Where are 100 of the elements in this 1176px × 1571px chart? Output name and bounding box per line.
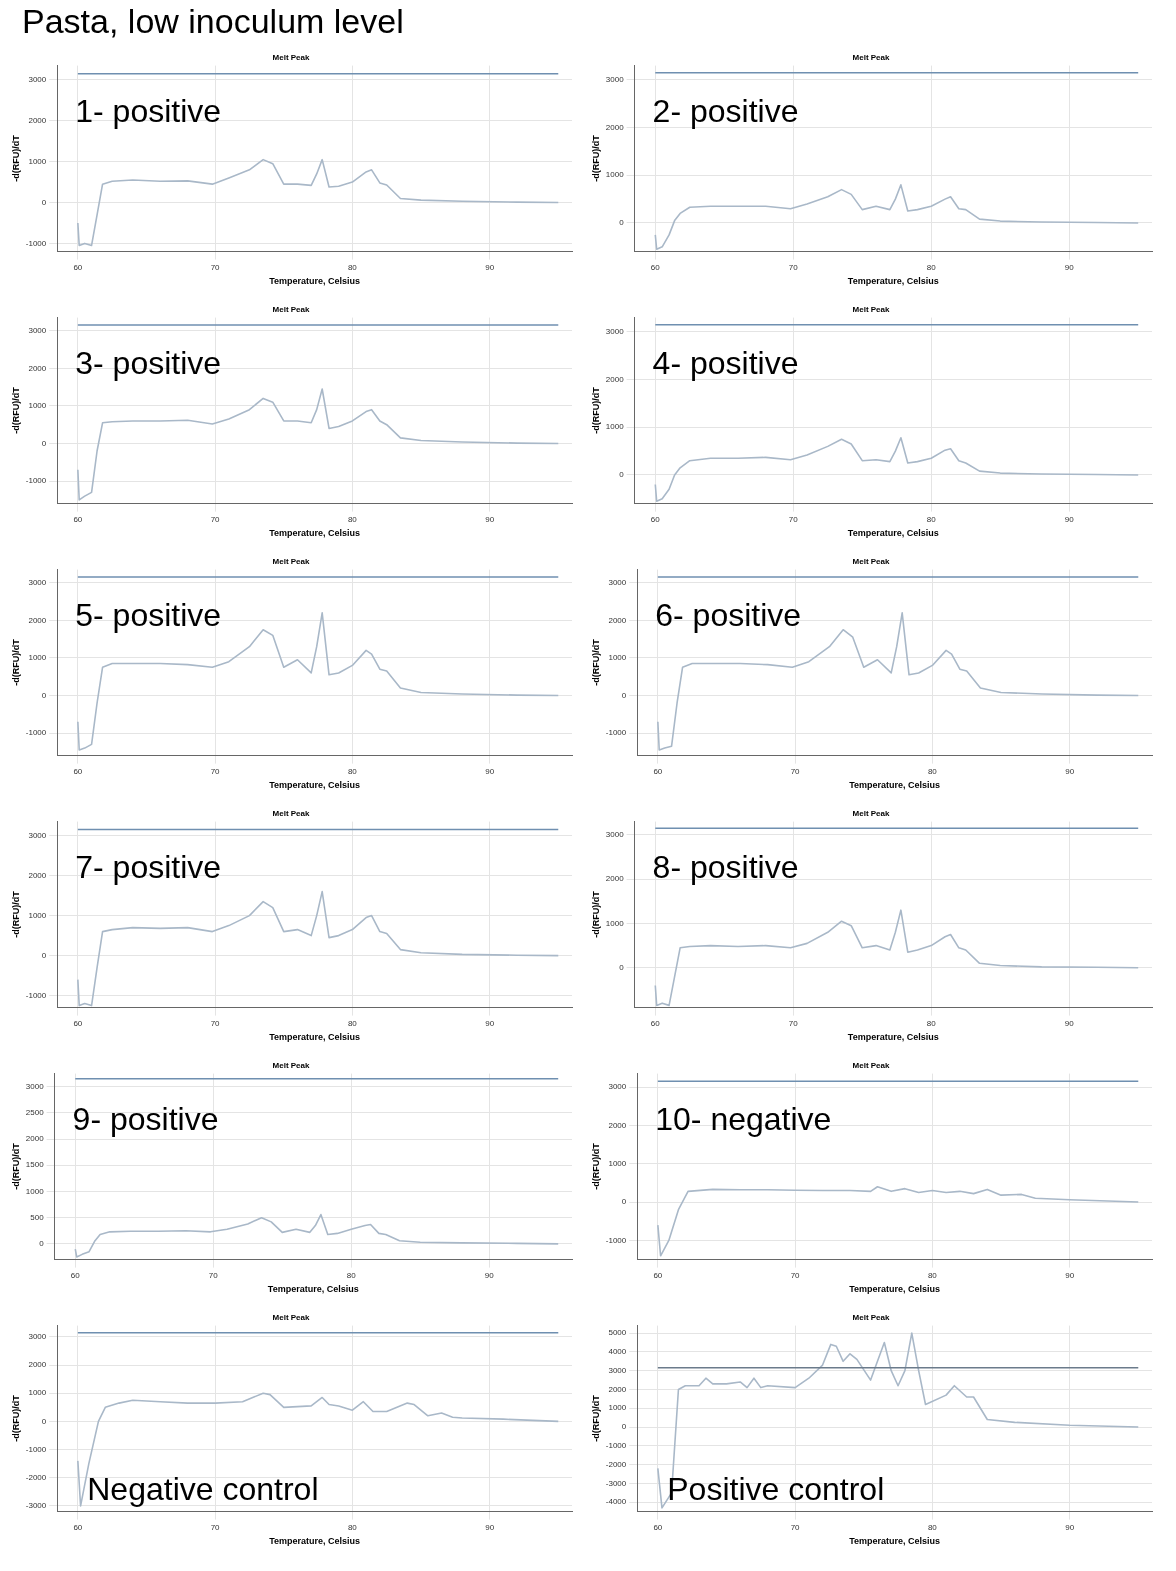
y-tick-label: 0 xyxy=(41,197,47,207)
y-tick-label: 1000 xyxy=(608,653,627,663)
x-tick-label: 90 xyxy=(1064,514,1075,524)
x-tick-label: 90 xyxy=(485,1522,495,1532)
x-tick-label: 80 xyxy=(926,514,937,524)
x-tick-label: 80 xyxy=(347,1018,358,1028)
y-tick-label: 1000 xyxy=(605,170,625,180)
y-tick-label: 2000 xyxy=(608,615,627,625)
x-tick-label: 60 xyxy=(650,1018,661,1028)
y-tick-label: 3000 xyxy=(28,75,47,85)
y-tick-label: 3000 xyxy=(608,1082,627,1092)
y-tick-label: 5000 xyxy=(608,1328,627,1338)
y-tick-label: 1000 xyxy=(608,1403,627,1413)
x-axis-title: Temperature, Celsius xyxy=(849,1284,941,1295)
y-axis-title: -d(RFU)/dT xyxy=(10,1394,21,1442)
y-axis-title: -d(RFU)/dT xyxy=(10,386,21,434)
x-tick-label: 70 xyxy=(210,1522,221,1532)
x-tick-label: 90 xyxy=(1065,1270,1075,1280)
chart-title: Melt Peak xyxy=(272,53,310,62)
x-axis-title: Temperature, Celsius xyxy=(847,276,939,287)
chart-title: Melt Peak xyxy=(852,53,890,62)
y-tick-label: 1000 xyxy=(28,156,47,166)
chart-title: Melt Peak xyxy=(272,809,310,818)
y-tick-label: 1000 xyxy=(608,1158,627,1168)
x-tick-label: 80 xyxy=(347,514,358,524)
y-tick-label: 3000 xyxy=(605,830,625,840)
annotation: 6- positive xyxy=(655,597,802,634)
x-tick-label: 60 xyxy=(73,1522,83,1532)
annotation: 8- positive xyxy=(652,849,799,886)
y-tick-label: 1000 xyxy=(28,653,47,663)
y-tick-label: 0 xyxy=(41,438,47,448)
y-tick-label: -1000 xyxy=(605,728,627,738)
x-tick-label: 70 xyxy=(788,1018,799,1028)
x-tick-label: 60 xyxy=(650,514,661,524)
chart-title: Melt Peak xyxy=(852,1313,890,1322)
x-tick-label: 90 xyxy=(1065,766,1075,776)
y-axis-title: -d(RFU)/dT xyxy=(10,638,21,686)
y-axis-title: -d(RFU)/dT xyxy=(590,890,601,938)
chart-title: Melt Peak xyxy=(272,557,310,566)
x-tick-label: 70 xyxy=(790,1270,801,1280)
y-tick-label: 2000 xyxy=(608,1384,627,1394)
x-tick-label: 70 xyxy=(210,766,221,776)
y-tick-label: 1000 xyxy=(605,422,625,432)
y-tick-label: 0 xyxy=(619,962,625,972)
text: Pasta, low inoculum level xyxy=(22,2,404,41)
y-tick-label: 2000 xyxy=(28,363,47,373)
y-tick-label: 3000 xyxy=(608,1365,627,1375)
x-tick-label: 60 xyxy=(73,1018,83,1028)
x-tick-label: 60 xyxy=(653,1522,663,1532)
x-tick-label: 80 xyxy=(927,1270,938,1280)
chart-title: Melt Peak xyxy=(272,1313,310,1322)
x-tick-label: 60 xyxy=(73,514,83,524)
y-tick-label: 2000 xyxy=(605,874,625,884)
x-tick-label: 90 xyxy=(1065,1522,1075,1532)
annotation: 4- positive xyxy=(652,345,799,382)
y-tick-label: 0 xyxy=(621,1422,627,1432)
y-tick-label: 4000 xyxy=(608,1347,627,1357)
y-tick-label: 0 xyxy=(41,690,47,700)
y-tick-label: 3000 xyxy=(28,325,47,335)
x-tick-label: 90 xyxy=(485,1018,495,1028)
y-tick-label: 2500 xyxy=(25,1108,45,1118)
annotation: 7- positive xyxy=(75,849,222,886)
y-tick-label: 2000 xyxy=(28,1360,47,1370)
y-tick-label: 500 xyxy=(30,1212,45,1222)
x-tick-label: 60 xyxy=(653,766,663,776)
y-axis-title: -d(RFU)/dT xyxy=(10,890,21,938)
x-tick-label: 70 xyxy=(210,1018,221,1028)
x-tick-label: 80 xyxy=(346,1270,357,1280)
x-axis-title: Temperature, Celsius xyxy=(269,1032,361,1043)
y-tick-label: -1000 xyxy=(605,1235,627,1245)
y-tick-label: -1000 xyxy=(25,728,47,738)
y-axis-title: -d(RFU)/dT xyxy=(590,1394,601,1442)
y-tick-label: 2000 xyxy=(28,870,47,880)
y-tick-label: 3000 xyxy=(605,75,625,85)
x-tick-label: 90 xyxy=(485,514,495,524)
x-tick-label: 80 xyxy=(927,766,938,776)
y-tick-label: -1000 xyxy=(25,990,47,1000)
x-tick-label: 80 xyxy=(927,1522,938,1532)
y-tick-label: -1000 xyxy=(25,238,47,248)
x-tick-label: 90 xyxy=(485,766,495,776)
x-axis-title: Temperature, Celsius xyxy=(269,528,361,539)
y-tick-label: 0 xyxy=(621,690,627,700)
y-tick-label: 0 xyxy=(621,1197,627,1207)
x-axis-title: Temperature, Celsius xyxy=(847,528,939,539)
y-tick-label: 1000 xyxy=(28,401,47,411)
x-tick-label: 90 xyxy=(1064,1018,1075,1028)
y-tick-label: -1000 xyxy=(605,1441,627,1451)
chart-title: Melt Peak xyxy=(272,1061,310,1070)
y-tick-label: 2000 xyxy=(28,115,47,125)
annotation: 3- positive xyxy=(75,345,222,382)
annotation: 10- negative xyxy=(655,1101,832,1138)
y-tick-label: 2000 xyxy=(605,122,625,132)
chart-title: Melt Peak xyxy=(852,305,890,314)
y-tick-label: 1000 xyxy=(28,1388,47,1398)
annotation: Positive control xyxy=(667,1471,885,1508)
y-tick-label: 1500 xyxy=(25,1160,45,1170)
x-axis-title: Temperature, Celsius xyxy=(269,780,361,791)
chart-title: Melt Peak xyxy=(272,305,310,314)
y-tick-label: 0 xyxy=(41,950,47,960)
chart-title: Melt Peak xyxy=(852,809,890,818)
